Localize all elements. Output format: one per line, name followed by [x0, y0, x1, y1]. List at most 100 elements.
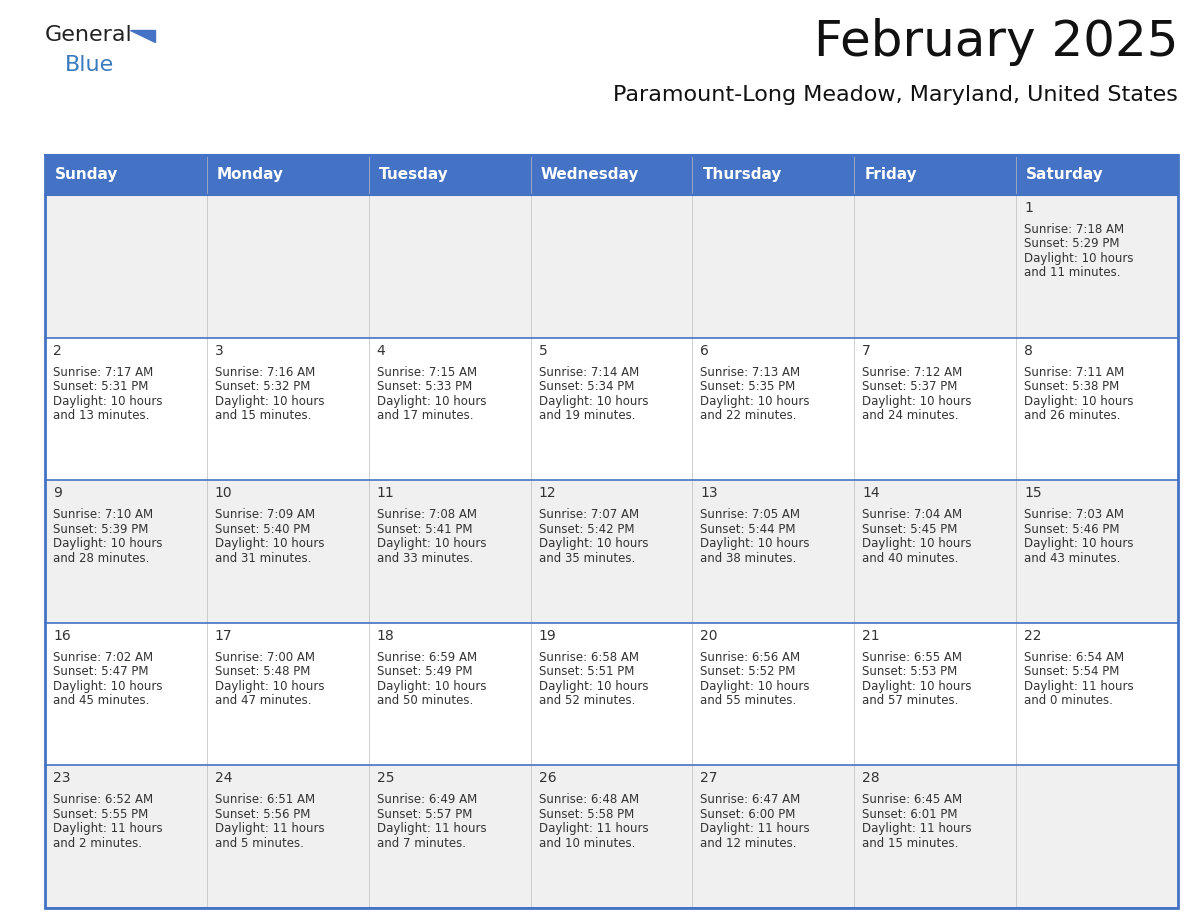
- Bar: [45, 622, 1178, 766]
- Text: and 13 minutes.: and 13 minutes.: [53, 409, 150, 422]
- Text: and 57 minutes.: and 57 minutes.: [862, 694, 959, 707]
- Text: and 7 minutes.: and 7 minutes.: [377, 837, 466, 850]
- Text: Sunset: 5:58 PM: Sunset: 5:58 PM: [538, 808, 634, 821]
- Text: 22: 22: [1024, 629, 1042, 643]
- Text: Daylight: 10 hours: Daylight: 10 hours: [701, 680, 810, 693]
- Text: 1: 1: [1024, 201, 1034, 215]
- Bar: [693, 155, 854, 195]
- Text: Sunset: 5:57 PM: Sunset: 5:57 PM: [377, 808, 472, 821]
- Text: and 5 minutes.: and 5 minutes.: [215, 837, 304, 850]
- Text: Sunset: 5:32 PM: Sunset: 5:32 PM: [215, 380, 310, 393]
- Text: Sunrise: 6:48 AM: Sunrise: 6:48 AM: [538, 793, 639, 806]
- Text: and 15 minutes.: and 15 minutes.: [862, 837, 959, 850]
- Text: Daylight: 10 hours: Daylight: 10 hours: [215, 537, 324, 550]
- Text: Daylight: 10 hours: Daylight: 10 hours: [862, 395, 972, 408]
- Text: 3: 3: [215, 343, 223, 358]
- Text: Sunset: 5:33 PM: Sunset: 5:33 PM: [377, 380, 472, 393]
- Text: 11: 11: [377, 487, 394, 500]
- Text: and 2 minutes.: and 2 minutes.: [53, 837, 143, 850]
- Text: Monday: Monday: [217, 167, 284, 183]
- Text: 8: 8: [1024, 343, 1034, 358]
- Text: Sunset: 5:47 PM: Sunset: 5:47 PM: [53, 666, 148, 678]
- Text: Daylight: 10 hours: Daylight: 10 hours: [53, 680, 163, 693]
- Text: Tuesday: Tuesday: [379, 167, 448, 183]
- Text: 26: 26: [538, 771, 556, 786]
- Text: and 33 minutes.: and 33 minutes.: [377, 552, 473, 565]
- Text: Sunset: 6:00 PM: Sunset: 6:00 PM: [701, 808, 796, 821]
- Text: Sunset: 5:37 PM: Sunset: 5:37 PM: [862, 380, 958, 393]
- Text: Daylight: 10 hours: Daylight: 10 hours: [862, 537, 972, 550]
- Text: Sunset: 5:54 PM: Sunset: 5:54 PM: [1024, 666, 1119, 678]
- Text: and 52 minutes.: and 52 minutes.: [538, 694, 634, 707]
- Text: Sunrise: 6:51 AM: Sunrise: 6:51 AM: [215, 793, 315, 806]
- Text: and 55 minutes.: and 55 minutes.: [701, 694, 797, 707]
- Text: 23: 23: [53, 771, 70, 786]
- Text: 9: 9: [53, 487, 62, 500]
- Text: 18: 18: [377, 629, 394, 643]
- Text: Paramount-Long Meadow, Maryland, United States: Paramount-Long Meadow, Maryland, United …: [613, 85, 1178, 105]
- Text: Sunrise: 7:18 AM: Sunrise: 7:18 AM: [1024, 223, 1124, 236]
- Text: and 12 minutes.: and 12 minutes.: [701, 837, 797, 850]
- Text: and 50 minutes.: and 50 minutes.: [377, 694, 473, 707]
- Bar: [45, 155, 1178, 908]
- Polygon shape: [129, 30, 154, 42]
- Text: and 45 minutes.: and 45 minutes.: [53, 694, 150, 707]
- Text: 14: 14: [862, 487, 880, 500]
- Text: Daylight: 11 hours: Daylight: 11 hours: [1024, 680, 1133, 693]
- Text: Sunrise: 7:12 AM: Sunrise: 7:12 AM: [862, 365, 962, 378]
- Text: Sunset: 5:51 PM: Sunset: 5:51 PM: [538, 666, 634, 678]
- Text: 28: 28: [862, 771, 880, 786]
- Text: Daylight: 10 hours: Daylight: 10 hours: [377, 395, 486, 408]
- Text: Daylight: 10 hours: Daylight: 10 hours: [53, 537, 163, 550]
- Text: Sunrise: 7:13 AM: Sunrise: 7:13 AM: [701, 365, 801, 378]
- Text: 25: 25: [377, 771, 394, 786]
- Text: and 19 minutes.: and 19 minutes.: [538, 409, 636, 422]
- Text: and 26 minutes.: and 26 minutes.: [1024, 409, 1120, 422]
- Text: Sunset: 5:46 PM: Sunset: 5:46 PM: [1024, 522, 1119, 536]
- Text: Sunset: 5:34 PM: Sunset: 5:34 PM: [538, 380, 634, 393]
- Text: Sunrise: 7:02 AM: Sunrise: 7:02 AM: [53, 651, 153, 664]
- Text: Friday: Friday: [865, 167, 917, 183]
- Text: Sunrise: 6:54 AM: Sunrise: 6:54 AM: [1024, 651, 1124, 664]
- Text: Thursday: Thursday: [702, 167, 782, 183]
- Bar: [45, 338, 1178, 480]
- Text: Sunrise: 7:09 AM: Sunrise: 7:09 AM: [215, 509, 315, 521]
- Bar: [45, 155, 207, 195]
- Text: 20: 20: [701, 629, 718, 643]
- Text: Sunrise: 7:00 AM: Sunrise: 7:00 AM: [215, 651, 315, 664]
- Text: 10: 10: [215, 487, 233, 500]
- Text: Wednesday: Wednesday: [541, 167, 639, 183]
- Text: Sunrise: 7:07 AM: Sunrise: 7:07 AM: [538, 509, 639, 521]
- Text: Daylight: 10 hours: Daylight: 10 hours: [701, 537, 810, 550]
- Text: and 11 minutes.: and 11 minutes.: [1024, 266, 1120, 279]
- Text: Blue: Blue: [65, 55, 114, 75]
- Text: Sunrise: 7:16 AM: Sunrise: 7:16 AM: [215, 365, 315, 378]
- Text: Sunrise: 7:08 AM: Sunrise: 7:08 AM: [377, 509, 476, 521]
- Text: Daylight: 11 hours: Daylight: 11 hours: [215, 823, 324, 835]
- Text: Sunrise: 6:56 AM: Sunrise: 6:56 AM: [701, 651, 801, 664]
- Text: Sunrise: 7:05 AM: Sunrise: 7:05 AM: [701, 509, 801, 521]
- Text: Sunrise: 6:58 AM: Sunrise: 6:58 AM: [538, 651, 639, 664]
- Text: Daylight: 10 hours: Daylight: 10 hours: [53, 395, 163, 408]
- Text: Daylight: 10 hours: Daylight: 10 hours: [538, 537, 649, 550]
- Text: 2: 2: [53, 343, 62, 358]
- Bar: [531, 155, 693, 195]
- Text: and 15 minutes.: and 15 minutes.: [215, 409, 311, 422]
- Text: Sunrise: 7:03 AM: Sunrise: 7:03 AM: [1024, 509, 1124, 521]
- Bar: [207, 155, 368, 195]
- Text: Daylight: 10 hours: Daylight: 10 hours: [1024, 395, 1133, 408]
- Text: February 2025: February 2025: [814, 18, 1178, 66]
- Text: Sunset: 5:31 PM: Sunset: 5:31 PM: [53, 380, 148, 393]
- Text: 12: 12: [538, 487, 556, 500]
- Text: Daylight: 11 hours: Daylight: 11 hours: [538, 823, 649, 835]
- Text: 17: 17: [215, 629, 233, 643]
- Text: Daylight: 11 hours: Daylight: 11 hours: [862, 823, 972, 835]
- Text: 16: 16: [53, 629, 71, 643]
- Text: 4: 4: [377, 343, 385, 358]
- Text: 6: 6: [701, 343, 709, 358]
- Text: Sunset: 5:38 PM: Sunset: 5:38 PM: [1024, 380, 1119, 393]
- Text: and 43 minutes.: and 43 minutes.: [1024, 552, 1120, 565]
- Text: Sunday: Sunday: [55, 167, 119, 183]
- Text: Sunset: 5:55 PM: Sunset: 5:55 PM: [53, 808, 148, 821]
- Text: 5: 5: [538, 343, 548, 358]
